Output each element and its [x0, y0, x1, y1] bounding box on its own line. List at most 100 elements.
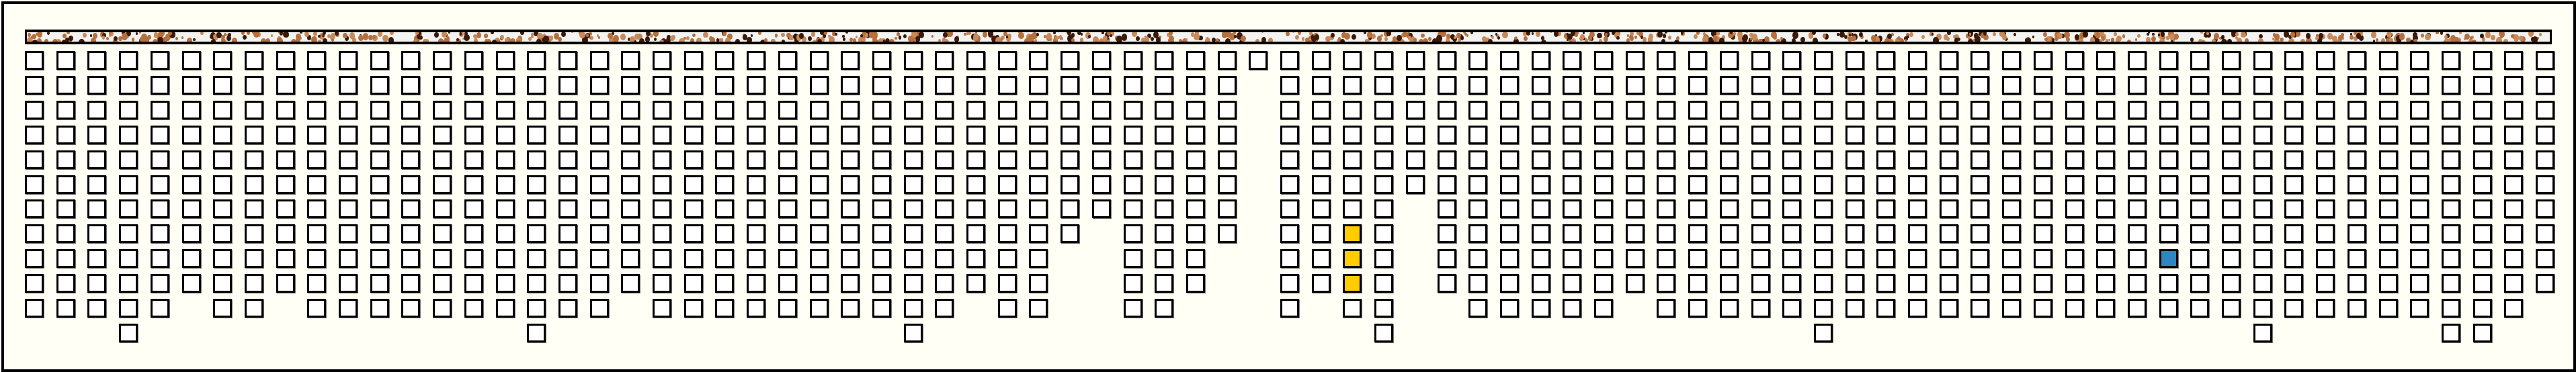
- board-cell[interactable]: [1688, 199, 1707, 218]
- board-cell[interactable]: [464, 224, 483, 243]
- board-cell[interactable]: [935, 199, 954, 218]
- board-cell[interactable]: [1124, 199, 1142, 218]
- board-cell[interactable]: [1626, 249, 1645, 268]
- board-cell[interactable]: [810, 51, 829, 70]
- board-cell[interactable]: [558, 199, 577, 218]
- board-cell[interactable]: [182, 150, 201, 169]
- board-cell[interactable]: [56, 175, 75, 194]
- board-cell[interactable]: [1155, 274, 1173, 293]
- board-cell[interactable]: [1563, 224, 1581, 243]
- board-cell[interactable]: [496, 224, 515, 243]
- board-cell[interactable]: [1970, 51, 1989, 70]
- board-cell[interactable]: [2034, 249, 2052, 268]
- board-cell[interactable]: [841, 76, 860, 95]
- board-cell[interactable]: [715, 224, 734, 243]
- board-cell[interactable]: [433, 199, 452, 218]
- board-cell[interactable]: [119, 101, 138, 120]
- board-cell[interactable]: [715, 51, 734, 70]
- board-cell[interactable]: [276, 224, 295, 243]
- board-cell[interactable]: [2536, 224, 2554, 243]
- board-cell[interactable]: [1186, 175, 1205, 194]
- board-cell[interactable]: [1720, 249, 1739, 268]
- board-cell[interactable]: [1092, 101, 1111, 120]
- board-cell[interactable]: [1029, 224, 1048, 243]
- board-cell[interactable]: [1626, 150, 1645, 169]
- board-cell[interactable]: [245, 249, 263, 268]
- board-cell[interactable]: [1814, 175, 1833, 194]
- board-cell[interactable]: [182, 274, 201, 293]
- board-cell[interactable]: [1218, 76, 1237, 95]
- board-cell[interactable]: [1751, 249, 1770, 268]
- board-cell[interactable]: [2284, 175, 2303, 194]
- board-cell[interactable]: [1061, 76, 1079, 95]
- board-cell[interactable]: [1751, 274, 1770, 293]
- board-cell[interactable]: [2253, 150, 2272, 169]
- board-cell[interactable]: [2473, 299, 2492, 318]
- board-cell[interactable]: [966, 126, 985, 144]
- board-cell[interactable]: [2442, 150, 2460, 169]
- board-cell[interactable]: [1468, 101, 1487, 120]
- board-cell[interactable]: [1092, 175, 1111, 194]
- board-cell[interactable]: [966, 224, 985, 243]
- board-cell[interactable]: [1029, 150, 1048, 169]
- board-cell[interactable]: [119, 274, 138, 293]
- board-cell[interactable]: [1751, 51, 1770, 70]
- board-cell[interactable]: [621, 101, 640, 120]
- board-cell[interactable]: [810, 126, 829, 144]
- board-cell[interactable]: [1374, 274, 1393, 293]
- board-cell[interactable]: [2253, 249, 2272, 268]
- board-cell[interactable]: [1970, 224, 1989, 243]
- board-cell[interactable]: [307, 76, 326, 95]
- board-cell[interactable]: [935, 224, 954, 243]
- board-cell[interactable]: [2002, 150, 2021, 169]
- board-cell[interactable]: [87, 76, 106, 95]
- board-cell[interactable]: [1594, 126, 1613, 144]
- board-cell[interactable]: [2034, 299, 2052, 318]
- board-cell[interactable]: [1280, 224, 1299, 243]
- board-cell[interactable]: [810, 249, 829, 268]
- board-cell[interactable]: [2379, 199, 2398, 218]
- board-cell[interactable]: [1876, 249, 1895, 268]
- board-cell[interactable]: [1688, 101, 1707, 120]
- board-cell[interactable]: [1876, 126, 1895, 144]
- board-cell[interactable]: [2284, 101, 2303, 120]
- board-cell[interactable]: [370, 150, 389, 169]
- board-cell[interactable]: [1438, 175, 1456, 194]
- board-cell[interactable]: [2504, 126, 2523, 144]
- board-cell[interactable]: [1626, 199, 1645, 218]
- board-cell[interactable]: [2065, 175, 2084, 194]
- board-cell[interactable]: [1594, 274, 1613, 293]
- board-cell[interactable]: [1594, 101, 1613, 120]
- board-cell[interactable]: [245, 199, 263, 218]
- board-cell[interactable]: [370, 199, 389, 218]
- board-cell[interactable]: [2190, 224, 2209, 243]
- board-cell[interactable]: [935, 175, 954, 194]
- board-cell[interactable]: [276, 274, 295, 293]
- board-cell[interactable]: [1124, 76, 1142, 95]
- board-cell[interactable]: [1845, 126, 1864, 144]
- board-cell[interactable]: [2473, 199, 2492, 218]
- board-cell[interactable]: [1657, 175, 1675, 194]
- board-cell[interactable]: [307, 224, 326, 243]
- board-cell[interactable]: [401, 175, 420, 194]
- board-cell[interactable]: [527, 76, 546, 95]
- board-cell[interactable]: [1124, 51, 1142, 70]
- board-cell[interactable]: [25, 274, 44, 293]
- board-cell[interactable]: [778, 101, 797, 120]
- board-cell[interactable]: [1124, 249, 1142, 268]
- board-cell[interactable]: [1814, 324, 1833, 342]
- board-cell[interactable]: [2096, 175, 2115, 194]
- board-cell[interactable]: [810, 274, 829, 293]
- board-cell[interactable]: [1124, 101, 1142, 120]
- board-cell[interactable]: [1374, 150, 1393, 169]
- board-cell[interactable]: [1594, 299, 1613, 318]
- board-cell[interactable]: [558, 299, 577, 318]
- board-cell[interactable]: [1563, 175, 1581, 194]
- board-cell[interactable]: [1468, 224, 1487, 243]
- board-cell[interactable]: [747, 76, 765, 95]
- board-cell[interactable]: [339, 51, 358, 70]
- board-cell[interactable]: [1155, 51, 1173, 70]
- board-cell[interactable]: [966, 51, 985, 70]
- board-cell[interactable]: [433, 101, 452, 120]
- board-cell[interactable]: [2442, 175, 2460, 194]
